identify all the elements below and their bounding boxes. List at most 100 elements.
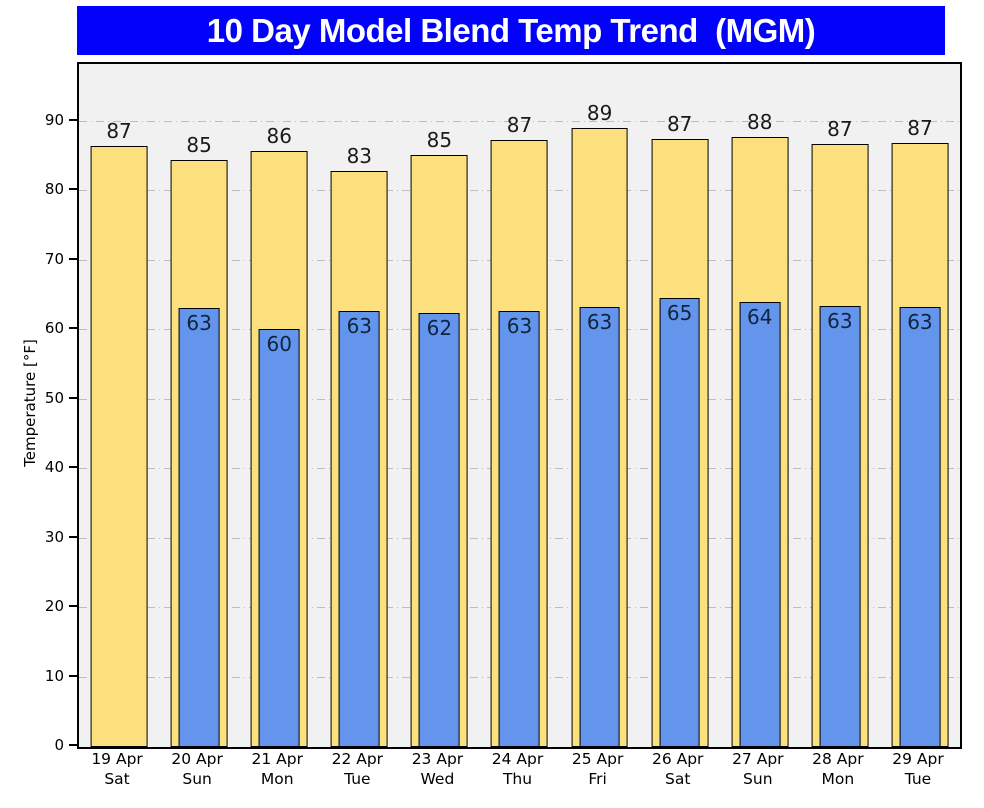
low-temp-value-label: 63	[907, 309, 933, 334]
bar-group-27-Apr: 88 64	[720, 64, 800, 747]
low-temp-value-label: 63	[586, 309, 613, 334]
x-tick-dow: Sat	[664, 770, 691, 788]
y-tick-label-60: 60	[44, 319, 64, 338]
x-tick-label-26-Apr: 26 Apr Sat	[638, 749, 718, 793]
low-temp-bar: 63	[178, 308, 220, 747]
x-tick-label-27-Apr: 27 Apr Sun	[718, 749, 798, 793]
x-tick-dow: Sun	[182, 770, 212, 788]
high-temp-value-label: 87	[506, 113, 533, 138]
bar-group-29-Apr: 87 63	[880, 64, 960, 747]
bar-group-28-Apr: 87 63	[800, 64, 880, 747]
y-tick-label-70: 70	[44, 249, 64, 268]
x-tick-label-19-Apr: 19 Apr Sat	[77, 749, 157, 793]
high-temp-value-label: 85	[186, 132, 212, 157]
x-tick-date: 29 Apr	[892, 750, 944, 768]
bar-group-25-Apr: 89 63	[560, 64, 640, 747]
high-temp-bar	[90, 145, 148, 747]
x-tick-date: 22 Apr	[331, 750, 384, 768]
y-tick-label-80: 80	[44, 180, 64, 199]
bar-group-20-Apr: 85 63	[159, 64, 239, 747]
bar-group-19-Apr: 87	[79, 64, 159, 747]
high-temp-value-label: 85	[426, 127, 453, 152]
low-temp-bar: 64	[739, 301, 781, 747]
low-temp-value-label: 63	[506, 313, 533, 338]
x-tick-dow: Mon	[821, 770, 855, 788]
x-tick-date: 27 Apr	[732, 750, 784, 768]
low-temp-value-label: 63	[346, 313, 373, 338]
y-tick-mark-0	[69, 744, 77, 746]
x-tick-label-20-Apr: 20 Apr Sun	[157, 749, 237, 793]
y-tick-mark-60	[69, 327, 77, 330]
x-tick-dow: Fri	[588, 770, 607, 788]
low-temp-value-label: 62	[426, 315, 453, 340]
bar-group-24-Apr: 87 63	[479, 64, 559, 747]
low-temp-value-label: 63	[827, 309, 853, 334]
x-tick-label-29-Apr: 29 Apr Tue	[878, 749, 958, 793]
x-tick-label-22-Apr: 22 Apr Tue	[317, 749, 397, 793]
x-tick-label-25-Apr: 25 Apr Fri	[558, 749, 638, 793]
x-tick-dow: Tue	[344, 770, 371, 788]
bar-group-26-Apr: 87 65	[640, 64, 720, 747]
x-tick-date: 26 Apr	[651, 750, 704, 768]
x-tick-date: 24 Apr	[491, 750, 544, 768]
x-tick-label-21-Apr: 21 Apr Mon	[237, 749, 317, 793]
x-tick-date: 23 Apr	[411, 750, 464, 768]
x-axis-labels: 19 Apr Sat 20 Apr Sun 21 Apr Mon 22 Apr Tue 23 A…	[77, 749, 958, 793]
x-tick-dow: Sun	[743, 770, 773, 788]
chart-title: 10 Day Model Blend Temp Trend (MGM)	[206, 11, 816, 49]
chart-title-banner: 10 Day Model Blend Temp Trend (MGM)	[77, 6, 945, 55]
x-tick-date: 21 Apr	[251, 750, 303, 768]
low-temp-bar: 63	[899, 306, 941, 747]
y-tick-mark-50	[69, 396, 77, 399]
high-temp-value-label: 87	[106, 118, 132, 143]
low-temp-bar: 63	[579, 306, 620, 747]
y-tick-mark-80	[69, 188, 77, 191]
bar-group-23-Apr: 85 62	[399, 64, 479, 747]
y-tick-mark-90	[69, 119, 77, 121]
x-tick-dow: Mon	[260, 770, 294, 788]
low-temp-bar: 60	[258, 328, 300, 747]
x-tick-label-23-Apr: 23 Apr Wed	[397, 749, 477, 793]
low-temp-bar: 63	[499, 310, 540, 747]
y-tick-mark-10	[69, 674, 77, 677]
high-temp-value-label: 88	[747, 109, 773, 134]
y-tick-mark-20	[69, 605, 77, 608]
y-tick-mark-30	[69, 535, 77, 538]
high-temp-value-label: 87	[907, 115, 933, 140]
x-tick-date: 19 Apr	[91, 750, 143, 768]
low-temp-bar: 62	[418, 312, 460, 747]
x-tick-date: 28 Apr	[812, 750, 864, 768]
x-tick-dow: Thu	[502, 770, 533, 788]
x-tick-label-24-Apr: 24 Apr Thu	[477, 749, 557, 793]
high-temp-value-label: 87	[827, 117, 853, 142]
low-temp-value-label: 60	[266, 331, 292, 356]
low-temp-bar: 63	[819, 306, 861, 747]
low-temp-value-label: 64	[747, 304, 773, 329]
y-tick-label-30: 30	[44, 527, 64, 546]
low-temp-value-label: 65	[666, 301, 693, 326]
y-axis: 0 10 20 30 40 50 60 70 80 90	[0, 62, 77, 754]
high-temp-value-label: 83	[346, 144, 373, 169]
x-tick-label-28-Apr: 28 Apr Mon	[798, 749, 878, 793]
y-tick-label-40: 40	[44, 458, 64, 477]
x-tick-date: 25 Apr	[571, 750, 624, 768]
high-temp-value-label: 87	[666, 112, 693, 137]
y-tick-mark-40	[69, 466, 77, 469]
x-tick-dow: Sat	[104, 770, 130, 788]
y-tick-label-20: 20	[44, 597, 64, 616]
bar-group-22-Apr: 83 63	[319, 64, 399, 747]
plot-area: 87 85 63 86 60 83 63 85 62 87 63 89 63 87 65 88 64 87 63 87…	[77, 62, 962, 749]
y-tick-label-50: 50	[44, 388, 64, 407]
low-temp-value-label: 63	[186, 311, 212, 336]
y-tick-label-10: 10	[44, 666, 64, 685]
x-tick-date: 20 Apr	[171, 750, 223, 768]
x-tick-dow: Tue	[904, 770, 932, 788]
y-tick-mark-70	[69, 257, 77, 260]
low-temp-bar: 63	[338, 310, 380, 747]
y-tick-label-0: 0	[54, 736, 64, 754]
y-tick-label-90: 90	[44, 111, 64, 129]
high-temp-value-label: 89	[586, 100, 613, 125]
x-tick-dow: Wed	[420, 770, 455, 788]
high-temp-value-label: 86	[266, 124, 292, 149]
